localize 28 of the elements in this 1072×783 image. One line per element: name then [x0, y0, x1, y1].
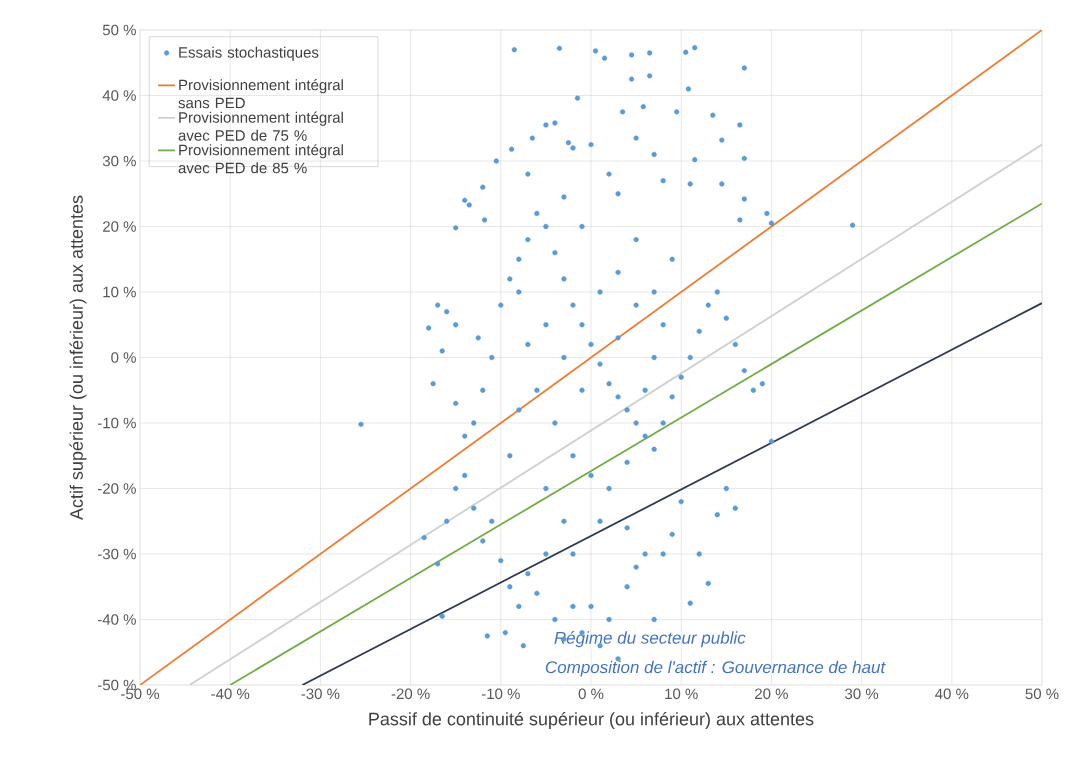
x-tick-label: 30 % — [845, 688, 879, 700]
y-tick-label: -20 % — [97, 483, 136, 494]
legend-label: Provisionnement intégral avec PED de 85 % — [178, 144, 343, 174]
x-tick-label: 40 % — [935, 688, 969, 700]
y-tick-label: -10 % — [97, 417, 136, 429]
y-tick-label: 0 % — [111, 352, 136, 363]
y-tick-label: 30 % — [102, 155, 136, 167]
x-tick-label: -40 % — [211, 688, 250, 700]
y-tick-label: 40 % — [102, 90, 136, 101]
y-axis-title: Actif supérieur (ou inférieur) aux attentes — [69, 195, 87, 521]
y-tick-label: 10 % — [103, 286, 136, 298]
x-tick-label: -10 % — [481, 688, 520, 700]
legend-label: Provisionnement intégral sans PED — [178, 79, 343, 109]
legend-label: Essais stochastiques — [179, 46, 319, 61]
annotation: Régime du secteur public — [554, 631, 746, 648]
y-tick-label: -40 % — [97, 614, 136, 625]
x-tick-label: 0 % — [578, 688, 604, 700]
x-tick-label: 10 % — [665, 688, 698, 700]
legend-label: Provisionnement intégral avec PED de 75 % — [178, 111, 343, 141]
annotation: Composition de l'actif : Gouvernance de haut — [545, 660, 886, 677]
y-tick-label: 20 % — [103, 221, 136, 232]
x-tick-label: 20 % — [755, 688, 788, 700]
x-tick-label: -20 % — [391, 688, 430, 700]
x-tick-label: 50 % — [1025, 688, 1059, 700]
x-tick-label: -30 % — [301, 688, 340, 700]
y-tick-label: 50 % — [102, 24, 136, 36]
y-tick-label: -30 % — [97, 548, 136, 560]
x-axis-title: Passif de continuité supérieur (ou inférieur) aux attentes — [369, 711, 814, 729]
